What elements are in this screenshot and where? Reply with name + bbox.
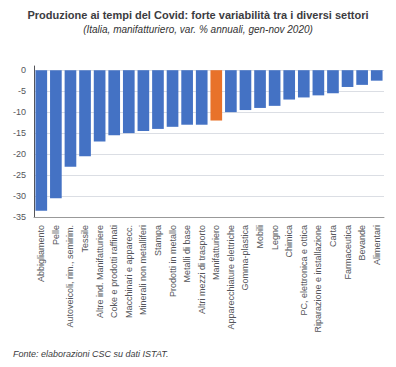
svg-text:Stampa: Stampa — [153, 225, 163, 256]
svg-text:Altre ind. Manifatturiere: Altre ind. Manifatturiere — [95, 225, 105, 318]
svg-text:Carta: Carta — [328, 225, 338, 247]
svg-text:Produzione ai tempi del Covid:: Produzione ai tempi del Covid: forte var… — [27, 9, 368, 21]
svg-text:Gomma-plastica: Gomma-plastica — [240, 225, 250, 291]
svg-text:Minerali non metalliferi: Minerali non metalliferi — [138, 225, 148, 315]
svg-text:Macchinari e apparecc.: Macchinari e apparecc. — [124, 225, 134, 318]
svg-text:-35: -35 — [13, 212, 26, 222]
svg-text:Apparecchiature elettriche: Apparecchiature elettriche — [226, 225, 236, 330]
svg-text:Farmaceutica: Farmaceutica — [343, 225, 353, 280]
svg-text:-10: -10 — [13, 107, 26, 117]
svg-text:Pelle: Pelle — [51, 225, 61, 245]
svg-text:Manifatturiero: Manifatturiero — [211, 225, 221, 280]
svg-text:Metalli di base: Metalli di base — [182, 225, 192, 283]
svg-text:Riparazione e installazione: Riparazione e installazione — [313, 225, 323, 333]
svg-text:-30: -30 — [13, 191, 26, 201]
svg-text:0: 0 — [21, 65, 26, 75]
svg-text:-5: -5 — [18, 86, 26, 96]
svg-text:Mobili: Mobili — [255, 225, 265, 249]
svg-text:Tessile: Tessile — [80, 225, 90, 253]
svg-text:Fonte: elaborazioni CSC su dat: Fonte: elaborazioni CSC su dati ISTAT. — [13, 349, 168, 359]
svg-text:Prodotti in metallo: Prodotti in metallo — [168, 225, 178, 297]
svg-text:Altri mezzi di trasporto: Altri mezzi di trasporto — [197, 225, 207, 314]
svg-text:Bevande: Bevande — [357, 225, 367, 261]
svg-text:-20: -20 — [13, 149, 26, 159]
svg-text:(Italia, manifatturiero, var.: (Italia, manifatturiero, var. % annuali,… — [83, 24, 313, 35]
svg-text:Legno: Legno — [270, 225, 280, 250]
svg-text:Abbigliamento: Abbigliamento — [36, 225, 46, 282]
svg-text:Alimentari: Alimentari — [372, 225, 382, 265]
svg-text:Chimica: Chimica — [284, 225, 294, 258]
svg-text:Coke e prodotti raffinati: Coke e prodotti raffinati — [109, 225, 119, 318]
svg-text:-25: -25 — [13, 170, 26, 180]
svg-text:PC, elettronica e ottica: PC, elettronica e ottica — [299, 225, 309, 316]
svg-text:Autoveicoli, rim., semirim.: Autoveicoli, rim., semirim. — [65, 225, 75, 328]
svg-text:-15: -15 — [13, 128, 26, 138]
